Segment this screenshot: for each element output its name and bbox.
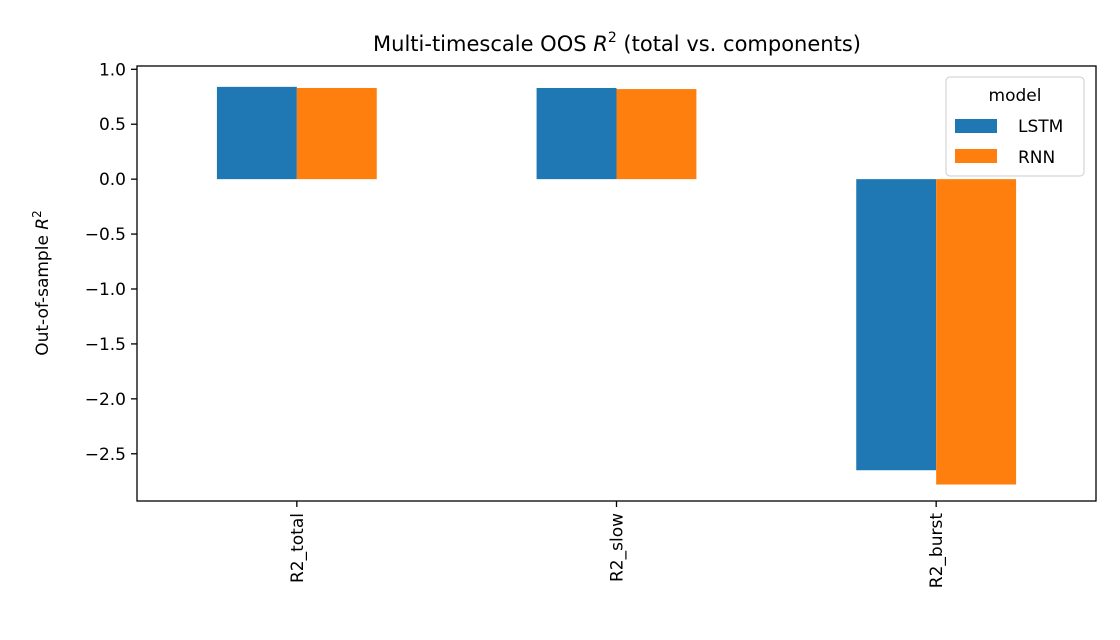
y-axis: 1.0 0.5 0.0 −0.5 −1.0 −1.5 −2.0 −2.5 [85,60,137,465]
legend-label-lstm: LSTM [1018,117,1063,137]
y-tick-label: −1.0 [85,280,126,300]
legend-title: model [989,86,1042,106]
chart-title-rest: (total vs. components) [617,32,861,56]
y-tick-label: 0.5 [99,115,126,135]
x-tick-label: R2_total [288,513,308,583]
chart-title-main: Multi-timescale OOS [373,32,593,56]
bar-lstm-r2-burst [856,179,937,471]
bar-rnn-r2-total [296,87,377,180]
y-tick-label: −2.0 [85,390,126,410]
bar-rnn-r2-slow [616,89,697,180]
y-tick-label: 0.0 [99,170,126,190]
legend-swatch-rnn [955,149,997,163]
x-tick-label: R2_burst [927,513,947,589]
bar-lstm-r2-slow [536,87,617,180]
y-tick-label: −2.5 [85,445,126,465]
chart-title-var: R [593,32,608,56]
legend: model LSTM RNN [945,76,1085,177]
y-tick-label: −0.5 [85,225,126,245]
legend-swatch-lstm [955,119,997,133]
bars-layer [216,86,1017,485]
y-axis-label-main: Out-of-sample [33,230,53,356]
y-axis-label-sup: 2 [30,210,44,218]
plot-frame [136,65,1097,502]
x-tick-label: R2_slow [608,513,628,582]
bar-lstm-r2-total [216,86,297,180]
x-axis: R2_total R2_slow R2_burst [288,501,947,588]
y-tick-label: −1.5 [85,335,126,355]
legend-label-rnn: RNN [1018,148,1055,168]
y-axis-label-var: R [33,218,53,230]
y-axis-label: Out-of-sample R2 [30,210,53,356]
chart-title-sup: 2 [608,30,617,46]
y-tick-label: 1.0 [99,60,126,80]
chart-title: Multi-timescale OOS R2 (total vs. compon… [373,30,861,56]
bar-rnn-r2-burst [936,179,1017,485]
